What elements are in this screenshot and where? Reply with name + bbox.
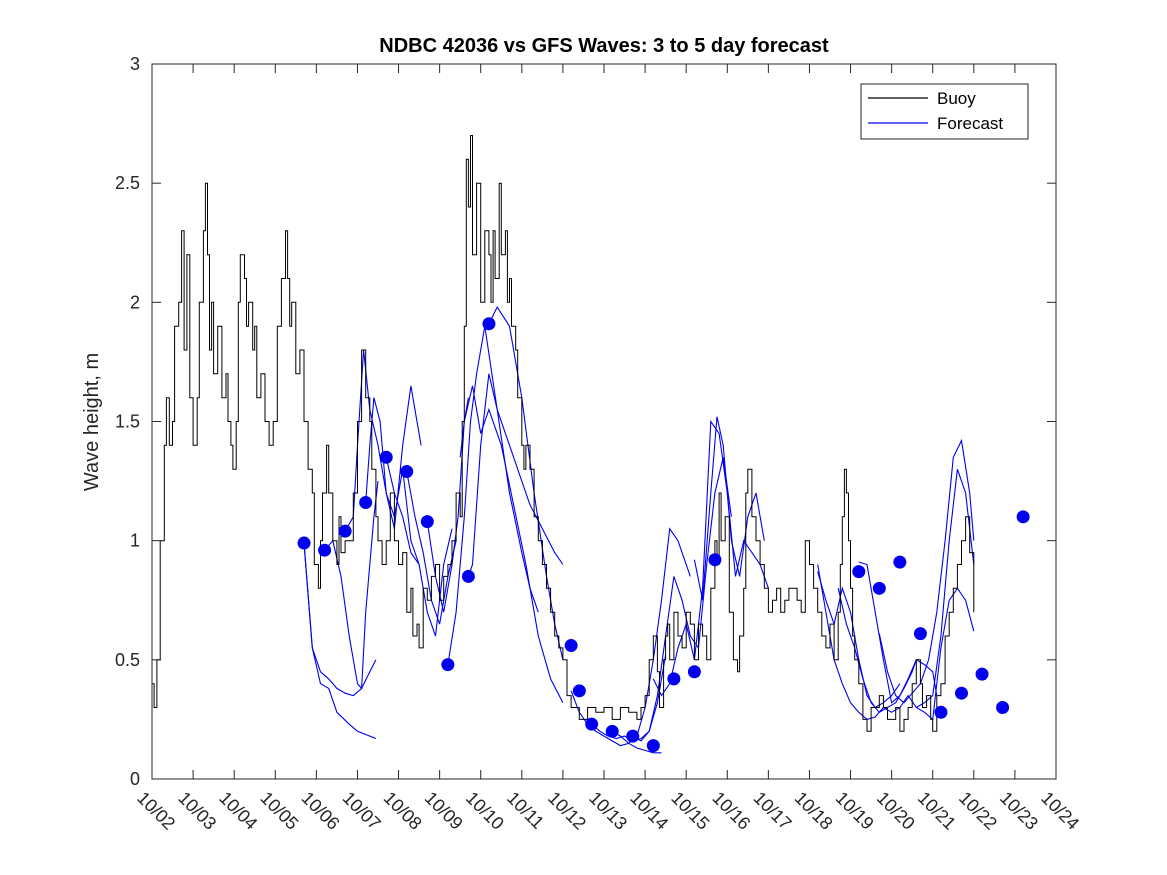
forecast-marker-9: [461, 569, 475, 583]
y-tick-label: 3: [130, 54, 140, 74]
forecast-marker-7: [420, 515, 434, 529]
y-tick-label: 0.5: [115, 650, 140, 670]
forecast-line-2: [303, 542, 377, 697]
forecast-marker-14: [605, 724, 619, 738]
forecast-line-10: [467, 373, 564, 577]
forecast-line-24: [916, 469, 975, 708]
series-layer: [152, 135, 1030, 754]
forecast-line-3: [324, 481, 379, 690]
y-tick-label: 1: [130, 531, 140, 551]
legend-label-forecast: Forecast: [937, 114, 1003, 133]
forecast-marker-4: [359, 496, 373, 510]
forecast-marker-23: [913, 627, 927, 641]
forecast-marker-16: [646, 739, 660, 753]
y-tick-label: 0: [130, 769, 140, 789]
legend-label-buoy: Buoy: [937, 89, 976, 108]
forecast-marker-17: [667, 672, 681, 686]
forecast-line-17: [652, 419, 769, 697]
forecast-marker-18: [687, 665, 701, 679]
forecast-line-1: [303, 542, 377, 740]
legend-box: [860, 83, 1029, 140]
forecast-line-6: [385, 457, 453, 637]
chart-title: NDBC 42036 vs GFS Waves: 3 to 5 day fore…: [379, 35, 829, 57]
forecast-marker-24: [934, 705, 948, 719]
forecast-line-5: [365, 397, 420, 565]
forecast-marker-3: [338, 524, 352, 538]
forecast-marker-5: [379, 450, 393, 464]
forecast-marker-6: [400, 465, 414, 479]
forecast-marker-15: [626, 729, 640, 743]
forecast-line-16: [632, 457, 732, 742]
forecast-marker-1: [297, 536, 311, 550]
y-tick-label: 1.5: [115, 412, 140, 432]
y-tick-label: 2: [130, 292, 140, 312]
forecast-line-21: [858, 561, 938, 704]
y-tick-label: 2.5: [115, 173, 140, 193]
forecast-marker-11: [564, 639, 578, 653]
buoy-line: [152, 135, 975, 732]
forecast-marker-26: [975, 667, 989, 681]
forecast-marker-12: [572, 684, 586, 698]
forecast-marker-21: [872, 581, 886, 595]
forecast-line-12: [459, 385, 564, 703]
forecast-marker-10: [482, 317, 496, 331]
forecast-marker-22: [893, 555, 907, 569]
forecast-marker-13: [585, 717, 599, 731]
forecast-line-22: [878, 438, 975, 704]
forecast-marker-28: [1016, 510, 1030, 524]
forecast-marker-20: [852, 565, 866, 579]
forecast-marker-8: [441, 658, 455, 672]
forecast-marker-2: [318, 543, 332, 557]
y-axis-label: Wave height, m: [81, 353, 103, 491]
legend: Buoy Forecast: [860, 83, 1029, 140]
forecast-marker-27: [996, 701, 1010, 714]
forecast-marker-25: [954, 686, 968, 700]
forecast-line-4: [344, 349, 422, 532]
forecast-marker-19: [708, 553, 722, 567]
plot-area: [152, 64, 1056, 779]
